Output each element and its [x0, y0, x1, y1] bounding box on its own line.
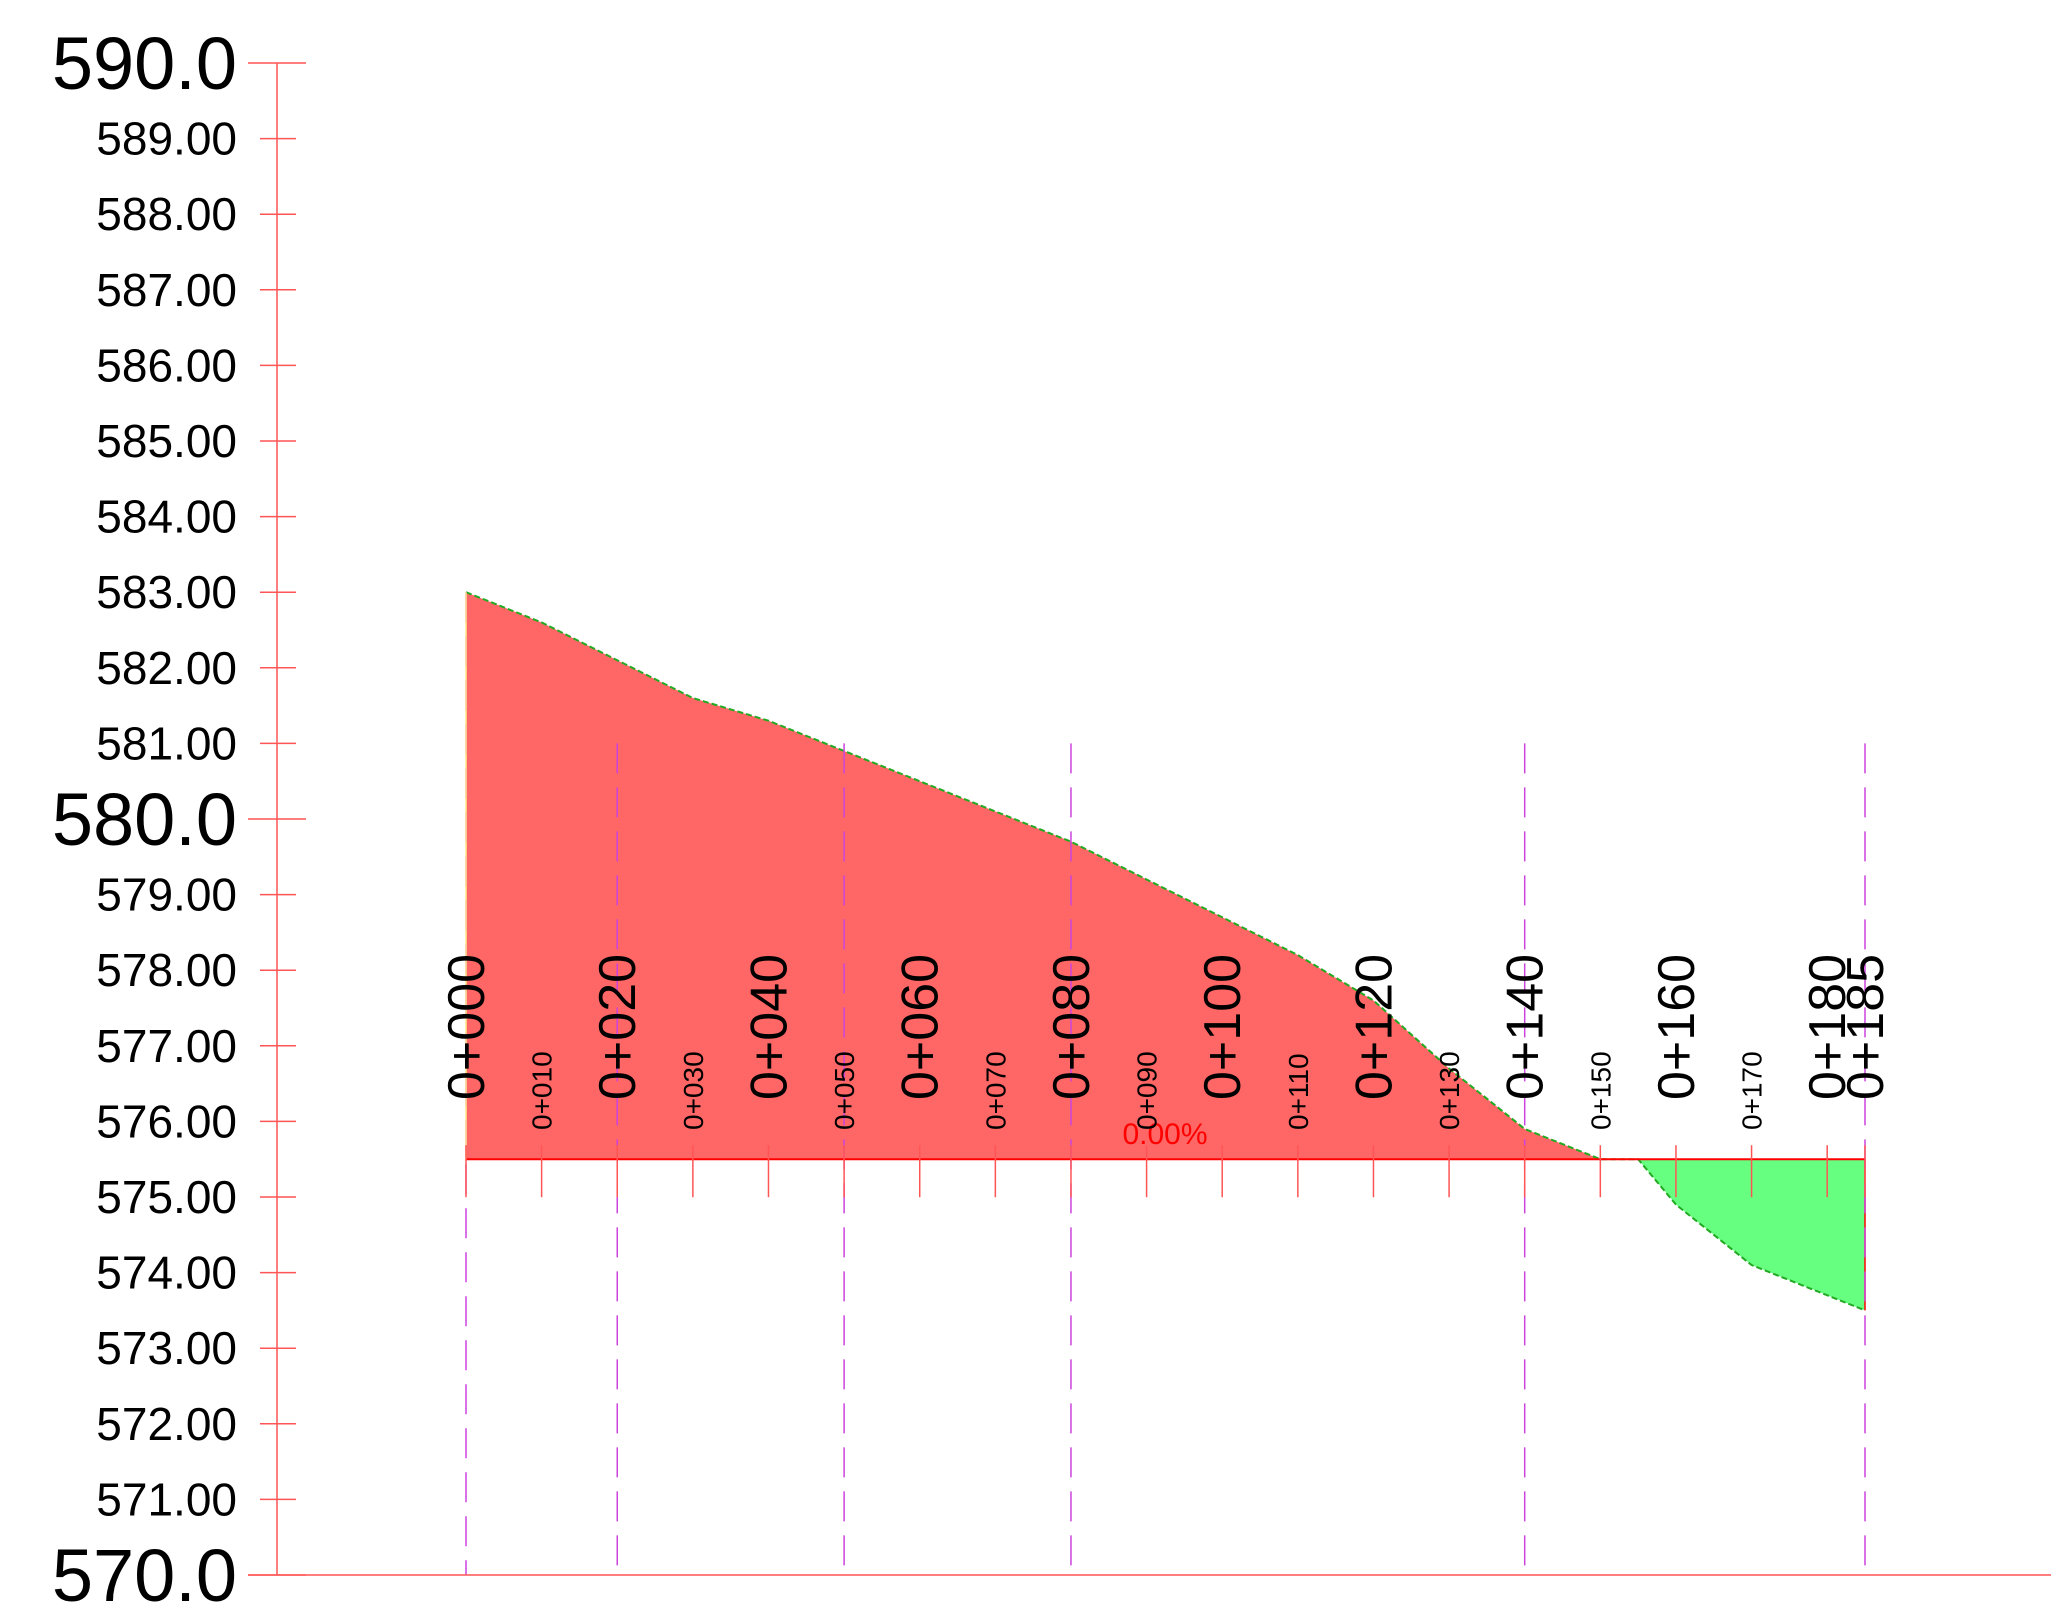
ground-line: [465, 591, 1866, 1312]
y-tick-label: 584.00: [96, 491, 237, 543]
station-label: 0+160: [1648, 954, 1706, 1100]
y-tick-label: 576.00: [96, 1095, 237, 1147]
station-label: 0+180: [1799, 954, 1857, 1100]
station-label: 0+140: [1497, 954, 1555, 1100]
station-label: 0+130: [1434, 1051, 1465, 1130]
y-tick-label: 577.00: [96, 1020, 237, 1072]
y-tick-label: 580.0: [52, 778, 237, 861]
y-tick-label: 590.0: [52, 22, 237, 105]
station-label: 0+090: [1132, 1051, 1163, 1130]
y-tick-label: 579.00: [96, 869, 237, 921]
y-tick-label: 574.00: [96, 1247, 237, 1299]
y-tick-label: 588.00: [96, 188, 237, 240]
y-tick-label: 572.00: [96, 1398, 237, 1450]
station-label: 0+000: [438, 954, 496, 1100]
station-label: 0+150: [1585, 1051, 1616, 1130]
station-label: 0+120: [1345, 954, 1403, 1100]
station-label: 0+080: [1043, 954, 1101, 1100]
y-tick-label: 571.00: [96, 1473, 237, 1525]
station-label: 0+010: [527, 1051, 558, 1130]
y-tick-label: 585.00: [96, 415, 237, 467]
station-label: 0+070: [980, 1051, 1011, 1130]
station-label: 0+040: [740, 954, 798, 1100]
y-tick-label: 578.00: [96, 944, 237, 996]
y-tick-label: 582.00: [96, 642, 237, 694]
y-tick-label: 573.00: [96, 1322, 237, 1374]
grade-label: 0.00%: [1122, 1118, 1207, 1151]
station-label: 0+020: [589, 954, 647, 1100]
y-tick-label: 583.00: [96, 566, 237, 618]
cut-area: [466, 592, 1639, 1160]
y-tick-label: 589.00: [96, 113, 237, 165]
design-grade: 0.00%: [465, 592, 1865, 1161]
fill-area: [1600, 1159, 1865, 1311]
y-tick-label: 575.00: [96, 1171, 237, 1223]
y-axis: 590.0 580.0 570.0 589.00 588.00 587.00 586.00 5…: [52, 22, 2051, 1617]
station-label: 0+050: [829, 1051, 860, 1130]
station-label: 0+100: [1194, 954, 1252, 1100]
y-tick-label: 581.00: [96, 717, 237, 769]
station-label: 0+170: [1737, 1051, 1768, 1130]
y-tick-label: 586.00: [96, 339, 237, 391]
y-tick-label: 570.0: [52, 1534, 237, 1617]
station-markers: 0+000 0+020 0+040 0+060 0+080 0+100 0+120 0+140…: [438, 954, 1895, 1198]
station-label: 0+185: [1837, 954, 1895, 1100]
station-label: 0+110: [1283, 1053, 1314, 1130]
y-tick-label: 587.00: [96, 264, 237, 316]
station-label: 0+030: [678, 1051, 709, 1130]
cut-fill-areas: [465, 591, 1866, 1312]
station-label: 0+060: [892, 954, 950, 1100]
